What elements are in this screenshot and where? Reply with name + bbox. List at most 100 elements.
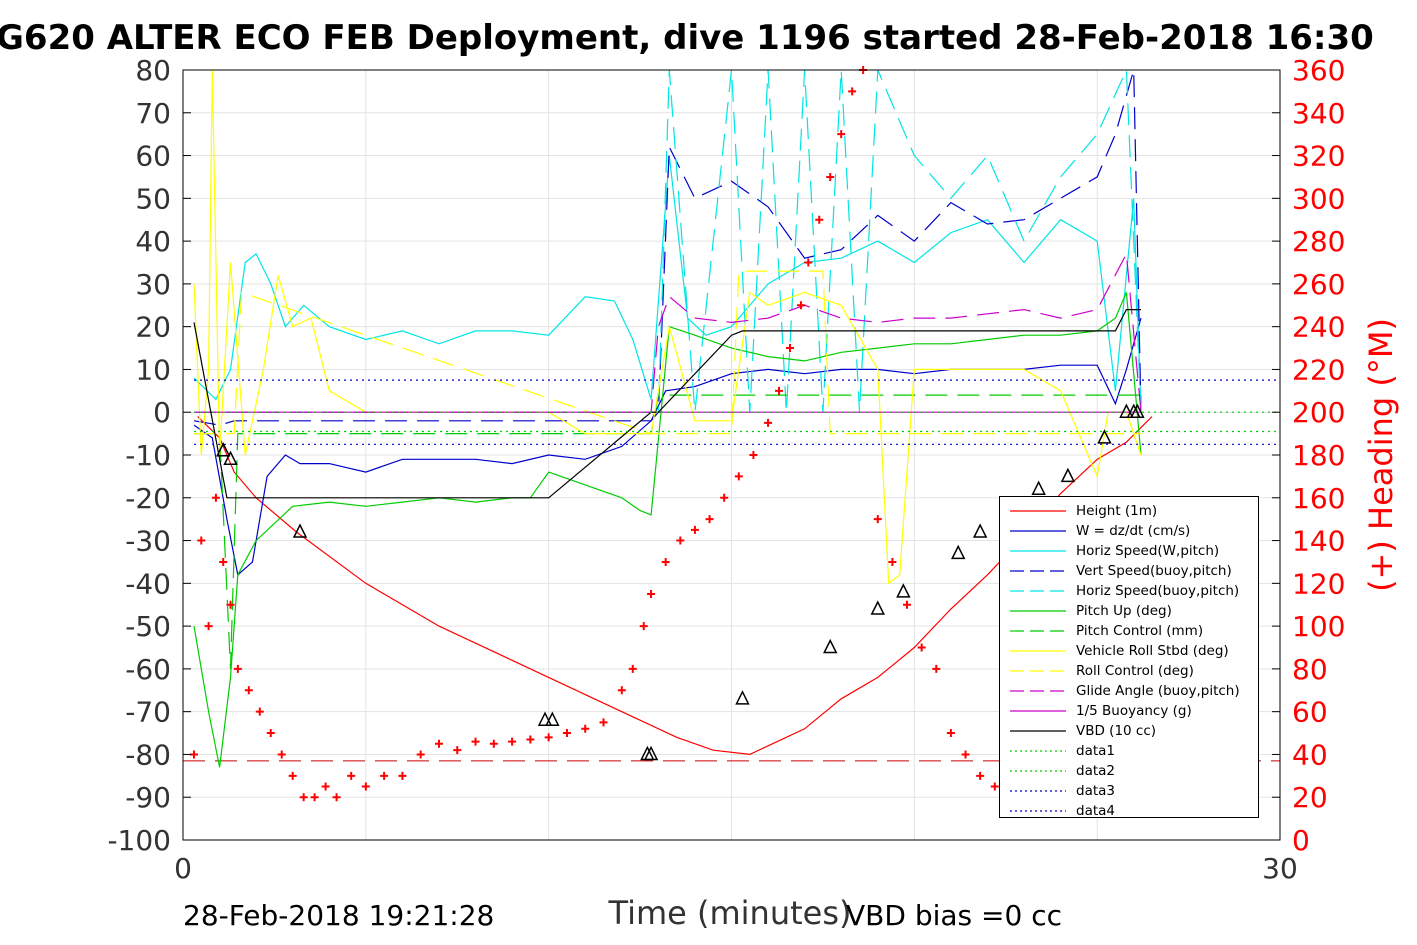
y-tick-label: -60	[125, 653, 171, 686]
legend-item: Pitch Up (deg)	[1000, 601, 1258, 621]
y2-tick-label: 240	[1292, 311, 1345, 344]
heading-point	[815, 215, 824, 224]
heading-point	[244, 686, 253, 695]
heading-point	[690, 525, 699, 534]
x-axis-label: Time (minutes)	[608, 894, 852, 932]
y2-tick-label: 280	[1292, 225, 1345, 258]
heading-point	[255, 707, 264, 716]
chart-title: G620 ALTER ECO FEB Deployment, dive 1196…	[0, 18, 1374, 58]
heading-point	[873, 515, 882, 524]
triangle-marker	[1097, 429, 1112, 444]
y-tick-label: -30	[125, 525, 171, 558]
heading-point	[581, 724, 590, 733]
triangle-marker	[735, 690, 750, 705]
legend-label: Glide Angle (buoy,pitch)	[1076, 683, 1240, 699]
legend-label: Roll Control (deg)	[1076, 663, 1194, 679]
legend-swatch	[1010, 710, 1066, 712]
legend-swatch	[1010, 650, 1066, 652]
legend-swatch	[1010, 590, 1066, 592]
y-tick-label: 50	[135, 182, 171, 215]
series-line-7	[194, 394, 1141, 669]
legend-label: Horiz Speed(W,pitch)	[1076, 543, 1220, 559]
heading-point	[676, 536, 685, 545]
y2-tick-label: 180	[1292, 439, 1345, 472]
heading-point	[277, 750, 286, 759]
x-axis: 0 30	[174, 852, 1298, 885]
right-y-axis: 3603403203002802602402202001801601401201…	[1272, 54, 1345, 857]
heading-point	[453, 746, 462, 755]
series-layer	[193, 69, 1280, 768]
legend-swatch	[1010, 670, 1066, 672]
legend-swatch	[1010, 510, 1066, 512]
y2-tick-label: 320	[1292, 140, 1345, 173]
legend-swatch	[1010, 570, 1066, 572]
heading-point	[219, 557, 228, 566]
heading-point	[826, 172, 835, 181]
triangle-marker	[292, 523, 308, 538]
heading-point	[471, 737, 480, 746]
heading-point	[434, 739, 443, 748]
series-line-10	[194, 251, 1142, 413]
legend-label: Pitch Control (mm)	[1076, 623, 1204, 639]
heading-point	[661, 557, 670, 566]
heading-point	[562, 729, 571, 738]
y-tick-label: 70	[135, 97, 171, 130]
legend-item: data2	[1000, 761, 1258, 781]
legend-label: 1/5 Buoyancy (g)	[1076, 703, 1192, 719]
legend-item: Horiz Speed(W,pitch)	[1000, 541, 1258, 561]
heading-point	[932, 664, 941, 673]
y-tick-label: 30	[135, 268, 171, 301]
triangle-marker	[223, 450, 238, 466]
triangle-marker	[1119, 403, 1134, 418]
legend-label: Horiz Speed(buoy,pitch)	[1076, 583, 1240, 599]
legend-label: Vehicle Roll Stbd (deg)	[1076, 643, 1229, 659]
heading-point	[837, 130, 846, 139]
triangle-marker	[537, 711, 553, 726]
heading-point	[361, 782, 370, 791]
legend-item: Vert Speed(buoy,pitch)	[1000, 561, 1258, 581]
y2-tick-label: 0	[1292, 824, 1310, 857]
legend-item: W = dz/dt (cm/s)	[1000, 521, 1258, 541]
heading-point	[720, 493, 729, 502]
legend-item: VBD (10 cc)	[1000, 721, 1258, 741]
series-line-12	[193, 309, 1141, 499]
heading-point	[647, 590, 656, 599]
heading-point	[917, 643, 926, 652]
legend-label: Pitch Up (deg)	[1076, 603, 1172, 619]
legend-item: 1/5 Buoyancy (g)	[1000, 701, 1258, 721]
legend: Height (1m) W = dz/dt (cm/s) Horiz Speed(W…	[999, 496, 1259, 821]
legend-label: W = dz/dt (cm/s)	[1076, 523, 1191, 539]
legend-item: Pitch Control (mm)	[1000, 621, 1258, 641]
heading-point	[848, 87, 857, 96]
legend-swatch	[1010, 750, 1066, 752]
legend-label: data4	[1076, 803, 1115, 819]
y2-tick-label: 80	[1292, 653, 1328, 686]
x-tick-label: 0	[174, 852, 192, 885]
heading-point	[398, 771, 407, 780]
y-tick-label: -90	[125, 781, 171, 814]
heading-point	[508, 737, 517, 746]
y-tick-label: -50	[125, 610, 171, 643]
y-tick-label: 80	[135, 54, 171, 87]
triangle-marker	[950, 544, 966, 560]
legend-label: Vert Speed(buoy,pitch)	[1076, 563, 1232, 579]
heading-point	[990, 782, 999, 791]
legend-item: data4	[1000, 801, 1258, 821]
triangle-marker	[823, 638, 838, 654]
triangle-marker	[545, 711, 560, 726]
heading-point	[804, 258, 813, 267]
triangle-marker	[216, 442, 231, 457]
triangle-marker	[1130, 403, 1145, 418]
heading-point	[639, 622, 648, 631]
legend-item: Height (1m)	[1000, 501, 1258, 521]
heading-point	[226, 600, 235, 609]
legend-swatch	[1010, 630, 1066, 632]
triangle-marker	[972, 523, 988, 538]
heading-point	[380, 771, 389, 780]
right-axis-label: (+) Heading (°M)	[1362, 318, 1400, 592]
heading-point	[321, 782, 330, 791]
legend-label: VBD (10 cc)	[1076, 723, 1157, 739]
heading-point	[775, 386, 784, 395]
triangle-marker	[896, 583, 911, 598]
